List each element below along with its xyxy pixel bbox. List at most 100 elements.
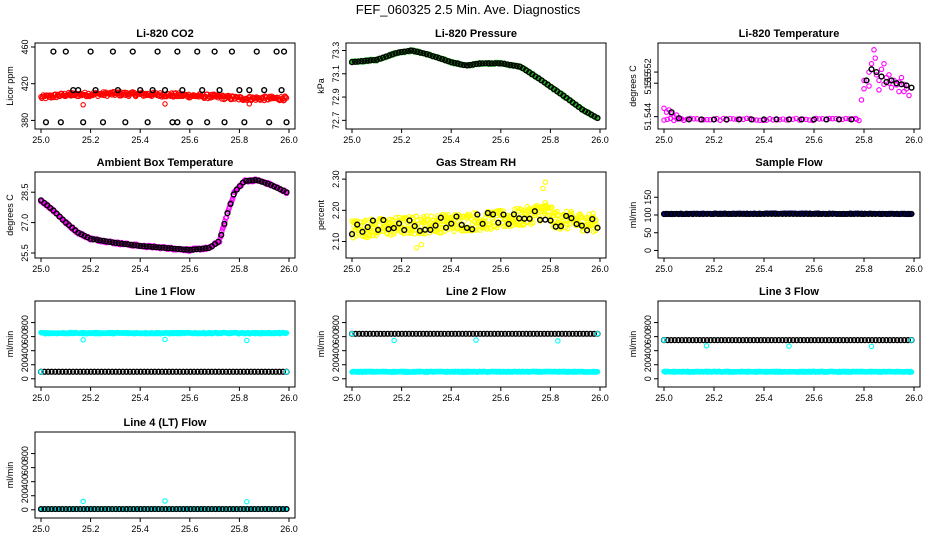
data-point [725,337,732,344]
data-point [246,87,253,94]
data-point [797,210,804,218]
data-point [41,368,48,375]
data-point [176,505,183,513]
data-point [133,368,141,375]
data-point [474,211,481,218]
data-point [906,92,912,99]
data-point [711,210,718,218]
data-point [162,244,169,252]
data-point [276,505,283,513]
chart-title: Ambient Box Temperature [97,157,234,169]
data-point [193,246,200,253]
data-point [754,210,761,218]
data-point [221,220,228,227]
data-point [485,60,492,67]
data-point [219,505,226,513]
data-point [750,210,757,218]
data-point [558,330,566,337]
data-point [804,210,811,218]
data-point [510,211,518,218]
data-point [562,330,569,337]
data-point [280,48,288,55]
data-point [540,185,546,192]
y-tick-label: 200 [20,488,30,503]
chart-title: Sample Flow [755,157,823,169]
data-point [52,368,59,375]
data-point [246,101,253,107]
data-point [356,330,363,337]
data-point [412,330,420,337]
data-point [183,246,191,253]
data-point [872,55,878,61]
data-point [55,368,62,375]
data-point [484,209,491,217]
data-point [873,68,880,76]
data-point [732,337,739,344]
y-tick-label: 51.55 [643,72,653,95]
data-point [589,216,596,223]
data-point [283,505,290,513]
x-tick-label: 25.6 [805,393,823,403]
data-point [137,368,144,375]
data-point [454,60,461,67]
data-point [879,210,886,218]
data-point [780,116,786,122]
data-point [383,53,390,60]
data-point [537,330,544,337]
data-point [283,369,290,375]
data-point [807,210,815,218]
data-point [743,210,750,218]
y-tick-label: 2.10 [331,233,341,251]
plot-frame [34,300,296,388]
x-tick-label: 25.2 [705,264,723,274]
data-point [201,368,208,375]
x-tick-label: 25.8 [542,393,560,403]
data-point [267,181,275,189]
data-point [767,116,773,122]
data-point [434,330,441,337]
x-tick-label: 25.2 [705,393,723,403]
data-point [277,186,284,193]
data-point [736,210,743,218]
data-point [768,210,775,218]
data-point [868,60,875,67]
data-point [843,210,851,218]
data-point [198,505,205,513]
data-point [80,337,86,343]
data-point [487,330,494,337]
data-point [682,210,689,218]
data-point [155,368,162,375]
data-point [375,226,382,234]
data-point [775,210,782,218]
data-point [790,210,797,218]
x-tick-label: 25.8 [542,264,560,274]
data-point [798,116,805,123]
data-point [73,505,80,513]
data-point [78,231,85,238]
plot-frame [345,42,607,130]
data-point [355,58,362,65]
x-tick-label: 25.0 [343,264,361,274]
data-point [430,330,437,337]
data-point [500,223,507,230]
data-point [491,60,499,67]
data-point [851,337,858,344]
data-point [564,220,570,227]
data-point [87,48,94,55]
data-point [118,240,125,247]
data-point [833,115,839,122]
data-point [59,368,66,375]
data-point [594,224,601,231]
data-point [216,87,223,94]
y-tick-label: 73.3 [331,42,341,60]
data-point [75,87,82,94]
data-point [253,48,260,55]
data-point [453,213,460,220]
data-point [183,505,190,513]
data-point [93,236,101,243]
y-tick-label: 800 [643,315,653,330]
data-point [348,59,356,66]
data-point [186,119,193,126]
data-point [75,229,82,236]
data-point [800,337,807,344]
